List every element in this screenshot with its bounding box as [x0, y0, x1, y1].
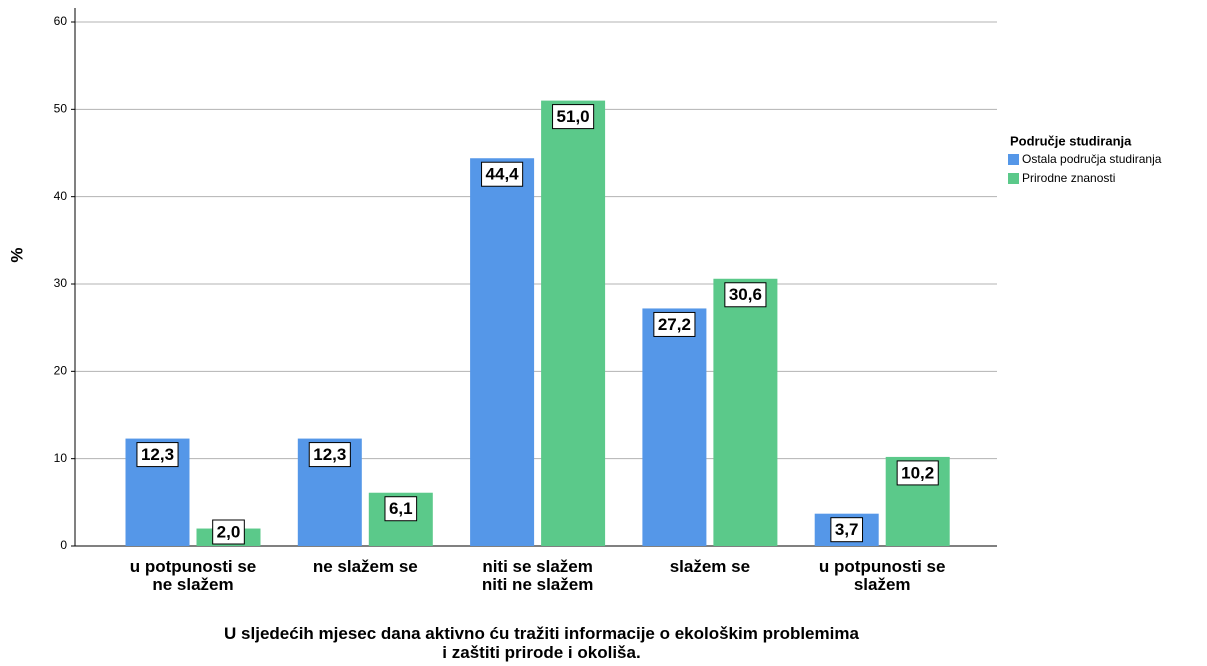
x-tick-label: u potpunosti se slažem: [818, 557, 946, 594]
y-axis-label: %: [7, 247, 26, 262]
data-label-text: 12,3: [313, 445, 346, 464]
data-label: 6,1: [384, 496, 418, 522]
data-label: 30,6: [724, 282, 767, 308]
data-label-box: [724, 282, 767, 308]
data-label: 12,3: [308, 442, 351, 468]
data-label-text: 2,0: [217, 522, 241, 541]
data-label-box: [384, 496, 418, 522]
y-tick-label: 50: [54, 102, 68, 116]
data-label-text: 27,2: [658, 315, 691, 334]
y-tick-label: 60: [54, 14, 68, 28]
data-label-text: 6,1: [389, 499, 413, 518]
y-tick-label: 30: [54, 276, 68, 290]
data-label-box: [896, 460, 939, 486]
data-label-text: 44,4: [486, 165, 520, 184]
bar: [713, 278, 778, 546]
data-label: 27,2: [653, 311, 696, 337]
x-tick-label: niti se slažem niti ne slažem: [481, 557, 594, 594]
y-tick-label: 0: [60, 538, 67, 552]
y-tick-label: 20: [54, 364, 68, 378]
y-tick-label: 40: [54, 189, 68, 203]
x-tick-label: u potpunosti se ne slažem: [129, 557, 257, 594]
legend-label: Ostala područja studiranja: [1022, 152, 1162, 166]
x-axis-label: U sljedećih mjesec dana aktivno ću traži…: [224, 624, 859, 662]
data-label: 44,4: [481, 161, 524, 187]
data-label: 12,3: [136, 442, 179, 468]
data-label-text: 3,7: [835, 520, 859, 539]
data-label-text: 51,0: [557, 107, 590, 126]
bar: [642, 308, 707, 546]
data-label-box: [212, 519, 245, 545]
bar: [470, 158, 535, 547]
data-label-box: [308, 442, 351, 468]
x-tick-label: ne slažem se: [312, 557, 418, 576]
data-label-text: 12,3: [141, 445, 174, 464]
y-tick-label: 10: [54, 451, 68, 465]
data-label: 51,0: [552, 104, 595, 130]
data-label: 2,0: [212, 519, 245, 545]
data-label-text: 10,2: [901, 463, 934, 482]
data-label-box: [481, 161, 524, 187]
legend-swatch: [1008, 173, 1019, 184]
data-label-box: [136, 442, 179, 468]
data-label: 3,7: [830, 517, 864, 543]
data-label-box: [830, 517, 864, 543]
data-label-box: [552, 104, 595, 130]
data-label: 10,2: [896, 460, 939, 486]
bar: [541, 100, 606, 546]
x-tick-label: slažem se: [669, 557, 751, 576]
data-label-text: 30,6: [729, 285, 762, 304]
legend-label: Prirodne znanosti: [1022, 171, 1115, 185]
legend-title: Područje studiranja: [1010, 133, 1132, 148]
data-label-box: [653, 311, 696, 337]
legend-swatch: [1008, 154, 1019, 165]
